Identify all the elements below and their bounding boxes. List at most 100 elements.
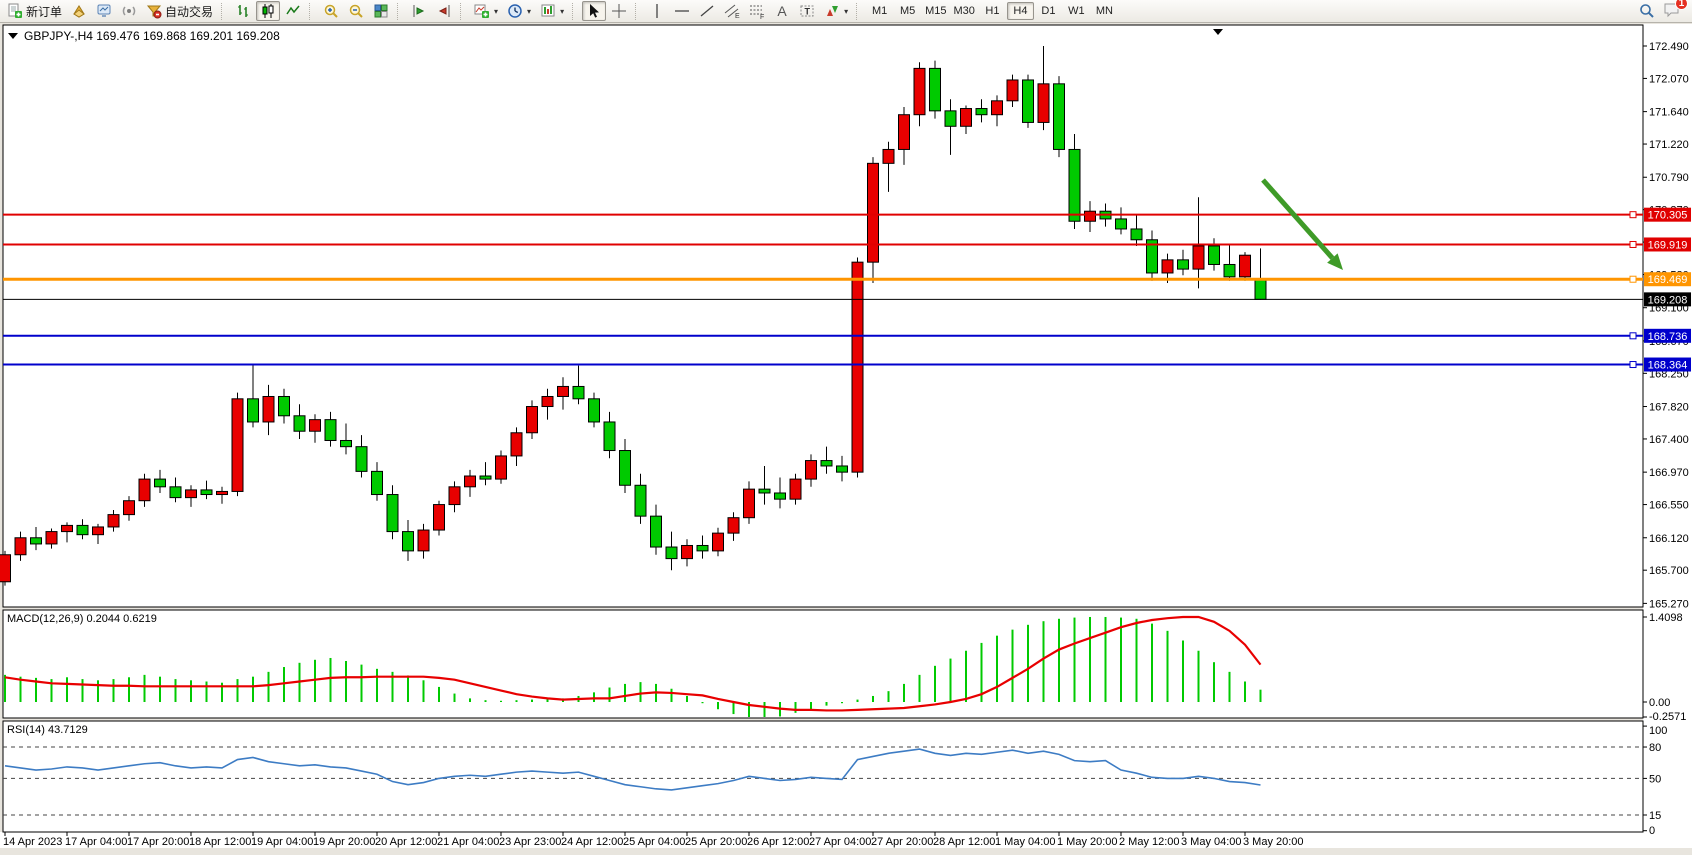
timeframe-H1[interactable]: H1 xyxy=(985,5,1000,17)
candle xyxy=(169,486,182,499)
templates-button[interactable]: ▾ xyxy=(536,1,568,21)
chart-shift-button[interactable] xyxy=(407,1,431,21)
timeframe-W1[interactable]: W1 xyxy=(1068,5,1085,17)
chart-candles-button[interactable] xyxy=(256,1,281,21)
candle xyxy=(913,67,926,116)
toolbar-separator xyxy=(635,2,640,20)
candle xyxy=(0,554,11,583)
svg-text:21 Apr 04:00: 21 Apr 04:00 xyxy=(437,836,499,848)
main-price-panel xyxy=(2,24,1644,608)
ohlc-title: GBPJPY-,H4 169.476 169.868 169.201 169.2… xyxy=(8,29,280,43)
zoom-out-button[interactable] xyxy=(344,1,368,21)
rsi-label: RSI(14) 43.7129 xyxy=(7,724,88,736)
candle xyxy=(448,486,461,506)
new-order-button[interactable]: 新订单 xyxy=(3,1,66,21)
notifications-button[interactable]: 1 xyxy=(1663,0,1688,21)
candle xyxy=(1053,83,1065,150)
trendline-tool-button[interactable] xyxy=(695,1,719,21)
timeframe-M5[interactable]: M5 xyxy=(899,5,916,17)
candle xyxy=(309,419,321,432)
cursor-icon xyxy=(586,3,602,19)
resistance-line-170.305[interactable]: 170.305 xyxy=(3,207,1691,222)
toolbar-separator xyxy=(309,2,314,20)
candle xyxy=(107,514,120,528)
support-line-168.364[interactable]: 168.364 xyxy=(3,357,1691,372)
trendline-icon xyxy=(699,3,715,19)
zoom-in-button[interactable] xyxy=(319,1,343,21)
svg-text:171.220: 171.220 xyxy=(1649,139,1689,151)
text-tool-button[interactable]: A xyxy=(770,1,794,21)
zoom-in-icon xyxy=(323,3,339,19)
vertical-line-tool-button[interactable] xyxy=(645,1,669,21)
svg-text:-0.2571: -0.2571 xyxy=(1649,711,1686,723)
horizontal-line-tool-button[interactable] xyxy=(670,1,694,21)
svg-text:18 Apr 12:00: 18 Apr 12:00 xyxy=(189,836,251,848)
signals-button[interactable] xyxy=(117,1,141,21)
candle xyxy=(510,432,523,457)
candle xyxy=(324,419,337,441)
market-depth-button[interactable] xyxy=(67,1,91,21)
macd-signal-line xyxy=(4,615,1262,712)
svg-text:165.700: 165.700 xyxy=(1649,565,1689,577)
cursor-tool-button[interactable] xyxy=(582,1,607,21)
auto-scroll-button[interactable] xyxy=(432,1,456,21)
candle xyxy=(944,110,957,127)
crosshair-tool-button[interactable] xyxy=(607,1,631,21)
auto-trading-label: 自动交易 xyxy=(165,4,214,19)
timeframe-MN[interactable]: MN xyxy=(1095,5,1113,17)
candle xyxy=(681,544,693,560)
svg-text:0: 0 xyxy=(1649,825,1655,837)
pivot-line-169.469[interactable]: 169.469 xyxy=(3,272,1691,287)
support-line-168.736[interactable]: 168.736 xyxy=(3,328,1691,343)
main-toolbar: 新订单 自动交易 xyxy=(0,0,1692,23)
svg-text:20 Apr 12:00: 20 Apr 12:00 xyxy=(375,836,437,848)
timeframe-M30[interactable]: M30 xyxy=(953,5,975,17)
bid-line-169.208[interactable]: 169.208 xyxy=(3,292,1691,307)
search-icon[interactable] xyxy=(1639,3,1655,19)
candle xyxy=(30,537,42,545)
candle xyxy=(417,529,430,552)
price-label: 169.208 xyxy=(1648,294,1688,306)
line-handle xyxy=(1629,211,1637,219)
timeframe-H4[interactable]: H4 xyxy=(1006,2,1034,20)
timeframe-M15[interactable]: M15 xyxy=(925,5,947,17)
dropdown-caret-icon: ▾ xyxy=(560,6,565,16)
resistance-line-169.919[interactable]: 169.919 xyxy=(3,237,1691,252)
arrows-tool-button[interactable]: ▾ xyxy=(820,1,852,21)
dropdown-caret-icon: ▾ xyxy=(527,6,532,16)
candle xyxy=(1254,278,1267,300)
toolbar-separator xyxy=(397,2,402,20)
indicators-button[interactable]: ▾ xyxy=(470,1,502,21)
svg-text:80: 80 xyxy=(1649,742,1661,754)
notification-badge: 1 xyxy=(1675,0,1688,10)
trend-arrow[interactable] xyxy=(1261,178,1343,270)
candle xyxy=(572,385,585,400)
candle xyxy=(820,460,833,467)
svg-text:27 Apr 04:00: 27 Apr 04:00 xyxy=(809,836,871,848)
periods-button[interactable]: ▾ xyxy=(503,1,535,21)
candle xyxy=(76,524,89,536)
text-label-tool-button[interactable]: T xyxy=(795,1,819,21)
svg-text:17 Apr 20:00: 17 Apr 20:00 xyxy=(127,836,189,848)
auto-trading-button[interactable]: 自动交易 xyxy=(142,1,217,21)
virtual-hosting-button[interactable] xyxy=(92,1,116,21)
tile-windows-button[interactable] xyxy=(369,1,393,21)
timeframe-D1[interactable]: D1 xyxy=(1041,5,1056,17)
chart-bars-button[interactable] xyxy=(231,1,255,21)
fibonacci-tool-button[interactable]: F xyxy=(745,1,769,21)
chart-canvas[interactable]: 172.490 172.070 171.640 171.220 170.790 170.3… xyxy=(0,24,1692,855)
channel-tool-button[interactable]: E xyxy=(720,1,744,21)
chart-line-button[interactable] xyxy=(281,1,305,21)
timeframe-M1[interactable]: M1 xyxy=(871,5,888,17)
candle xyxy=(355,446,368,472)
svg-text:0.00: 0.00 xyxy=(1649,697,1670,709)
symbol-dropdown-icon[interactable] xyxy=(8,33,18,39)
svg-text:50: 50 xyxy=(1649,773,1661,785)
candle xyxy=(526,406,538,434)
svg-text:1 May 20:00: 1 May 20:00 xyxy=(1057,836,1118,848)
candle xyxy=(1239,254,1251,278)
candle xyxy=(960,108,972,127)
svg-text:14 Apr 2023: 14 Apr 2023 xyxy=(3,836,62,848)
svg-text:100: 100 xyxy=(1649,725,1667,737)
price-label-box xyxy=(1644,292,1691,307)
